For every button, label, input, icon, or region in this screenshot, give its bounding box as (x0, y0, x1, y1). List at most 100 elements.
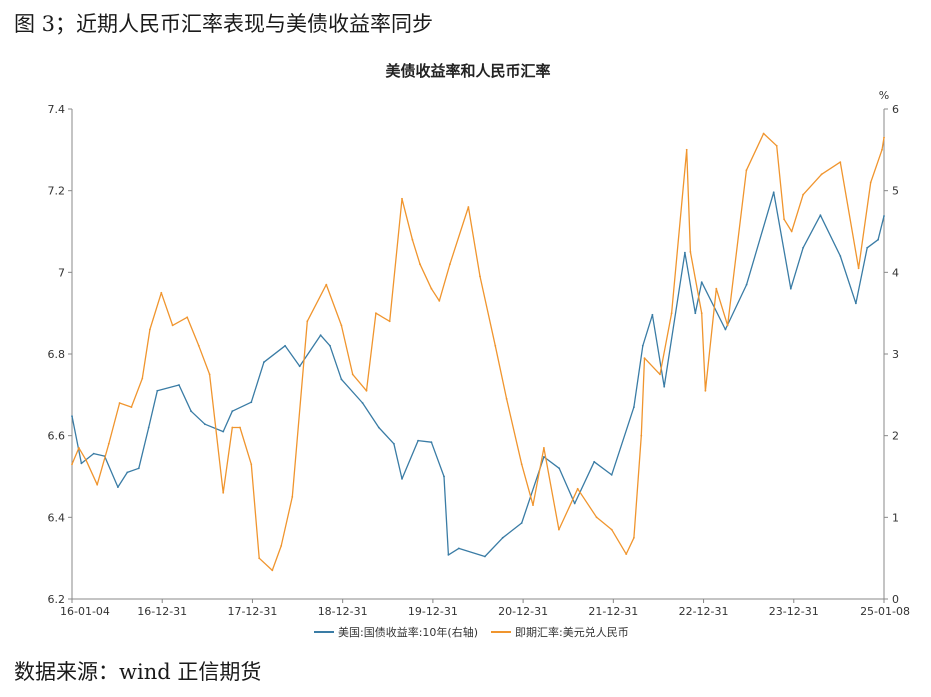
data-point-yield (377, 426, 380, 429)
data-point-yield (855, 302, 857, 305)
data-point-yield (501, 536, 504, 539)
data-point-fx (85, 459, 87, 462)
figure-caption: 图 3；近期人民币汇率表现与美债收益率同步 (14, 12, 434, 36)
x-tick-label: 19-12-31 (408, 605, 458, 618)
data-point-yield (694, 312, 697, 315)
series-line-fx (71, 132, 885, 572)
data-source: 数据来源：wind 正信期货 (14, 660, 262, 684)
legend-label-yield: 美国:国债收益率:10年(右轴) (338, 625, 478, 639)
data-point-yield (222, 430, 225, 433)
data-point-fx (689, 251, 692, 253)
data-point-fx (250, 463, 253, 466)
right-tick-label: 1 (892, 511, 899, 524)
data-point-yield (641, 344, 644, 347)
data-point-yield (329, 344, 331, 347)
data-point-yield (684, 251, 686, 254)
data-point-fx (171, 324, 174, 327)
data-point-fx (520, 463, 523, 466)
data-point-fx (351, 373, 354, 376)
data-point-yield (558, 467, 561, 470)
data-point-fx (160, 291, 163, 294)
left-tick-label: 7.4 (48, 103, 66, 116)
data-point-fx (411, 238, 414, 241)
data-point-fx (325, 283, 328, 286)
legend-label-fx: 即期汇率:美元兑人民币 (515, 625, 629, 639)
data-point-fx (96, 483, 99, 486)
data-point-yield (178, 384, 180, 386)
data-point-yield (393, 442, 395, 445)
axes: 6.2 6.4 6.6 6.8 7 7.2 7.4 0 1 2 3 4 5 6 16-01-04 16-12-… (48, 103, 911, 618)
left-tick-label: 7 (58, 266, 65, 279)
data-point-fx (839, 161, 842, 164)
data-point-yield (610, 474, 613, 476)
data-point-fx (186, 316, 189, 319)
data-point-yield (126, 471, 129, 474)
x-tick-label: 25-01-08 (860, 605, 910, 618)
x-tick-label: 18-12-31 (318, 605, 368, 618)
data-point-yield (573, 502, 576, 505)
data-point-fx (479, 275, 481, 278)
data-point-yield (789, 287, 792, 290)
left-tick-label: 6.2 (48, 593, 66, 606)
data-point-yield (839, 255, 842, 257)
data-point-fx (595, 516, 598, 519)
data-point-fx (340, 324, 343, 327)
data-point-fx (467, 206, 470, 208)
data-point-fx (857, 267, 860, 270)
data-point-fx (401, 197, 403, 200)
data-point-yield (401, 478, 403, 480)
data-point-yield (866, 246, 869, 249)
series-line-yield (71, 191, 885, 558)
data-point-fx (869, 181, 872, 184)
data-point-yield (484, 555, 486, 558)
data-point-fx (625, 553, 628, 555)
data-point-fx (633, 536, 635, 539)
data-point-fx (78, 447, 80, 449)
left-tick-label: 7.2 (48, 185, 66, 198)
data-point-fx (107, 442, 110, 445)
data-point-yield (340, 378, 343, 381)
data-point-fx (670, 312, 673, 315)
data-point-yield (204, 423, 206, 426)
data-point-fx (704, 389, 707, 392)
data-point-fx (419, 263, 421, 266)
data-point-yield (447, 554, 450, 556)
data-point-fx (291, 496, 294, 498)
data-point-yield (520, 522, 523, 524)
data-point-fx (197, 344, 200, 347)
data-point-fx (494, 344, 497, 347)
data-point-fx (700, 312, 703, 315)
x-tick-label: 16-01-04 (60, 605, 110, 618)
data-point-fx (790, 230, 793, 233)
data-point-fx (130, 406, 133, 408)
x-tick-label: 22-12-31 (679, 605, 729, 618)
data-point-yield (802, 246, 804, 249)
data-point-yield (663, 385, 666, 388)
x-tick-label: 20-12-31 (498, 605, 548, 618)
data-point-yield (190, 410, 193, 413)
right-tick-label: 0 (892, 593, 899, 606)
left-tick-label: 6.4 (48, 511, 66, 524)
right-tick-label: 2 (892, 430, 899, 443)
data-point-yield (457, 547, 460, 550)
data-point-yield (745, 283, 748, 286)
x-tick-label: 21-12-31 (588, 605, 638, 618)
data-point-yield (443, 475, 445, 478)
data-point-fx (659, 373, 661, 376)
data-point-fx (783, 218, 785, 221)
data-point-fx (643, 357, 646, 359)
data-point-fx (745, 169, 748, 172)
chart-title: 美债收益率和人民币汇率 (385, 62, 550, 80)
data-point-fx (271, 569, 274, 572)
left-tick-label: 6.6 (48, 430, 66, 443)
data-point-fx (558, 528, 560, 531)
data-point-fx (883, 136, 885, 139)
data-point-fx (239, 426, 241, 429)
data-point-fx (881, 148, 883, 151)
data-point-yield (284, 344, 286, 347)
data-point-yield (117, 486, 119, 488)
data-point-yield (71, 415, 73, 417)
data-point-fx (610, 528, 613, 531)
x-tick-label: 16-12-31 (137, 605, 187, 618)
